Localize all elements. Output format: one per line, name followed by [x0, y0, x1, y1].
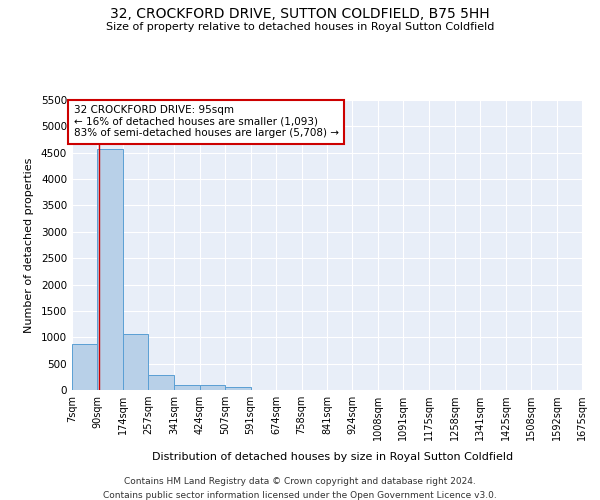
Bar — [123, 334, 148, 390]
Text: Distribution of detached houses by size in Royal Sutton Coldfield: Distribution of detached houses by size … — [152, 452, 514, 462]
Text: Contains HM Land Registry data © Crown copyright and database right 2024.: Contains HM Land Registry data © Crown c… — [124, 478, 476, 486]
Bar — [199, 386, 225, 390]
Text: Contains public sector information licensed under the Open Government Licence v3: Contains public sector information licen… — [103, 491, 497, 500]
Bar — [225, 387, 251, 390]
Bar — [72, 344, 97, 390]
Bar — [97, 149, 123, 390]
Y-axis label: Number of detached properties: Number of detached properties — [24, 158, 34, 332]
Text: 32, CROCKFORD DRIVE, SUTTON COLDFIELD, B75 5HH: 32, CROCKFORD DRIVE, SUTTON COLDFIELD, B… — [110, 8, 490, 22]
Text: 32 CROCKFORD DRIVE: 95sqm
← 16% of detached houses are smaller (1,093)
83% of se: 32 CROCKFORD DRIVE: 95sqm ← 16% of detac… — [74, 106, 338, 138]
Bar — [148, 374, 174, 390]
Bar — [174, 386, 199, 390]
Text: Size of property relative to detached houses in Royal Sutton Coldfield: Size of property relative to detached ho… — [106, 22, 494, 32]
